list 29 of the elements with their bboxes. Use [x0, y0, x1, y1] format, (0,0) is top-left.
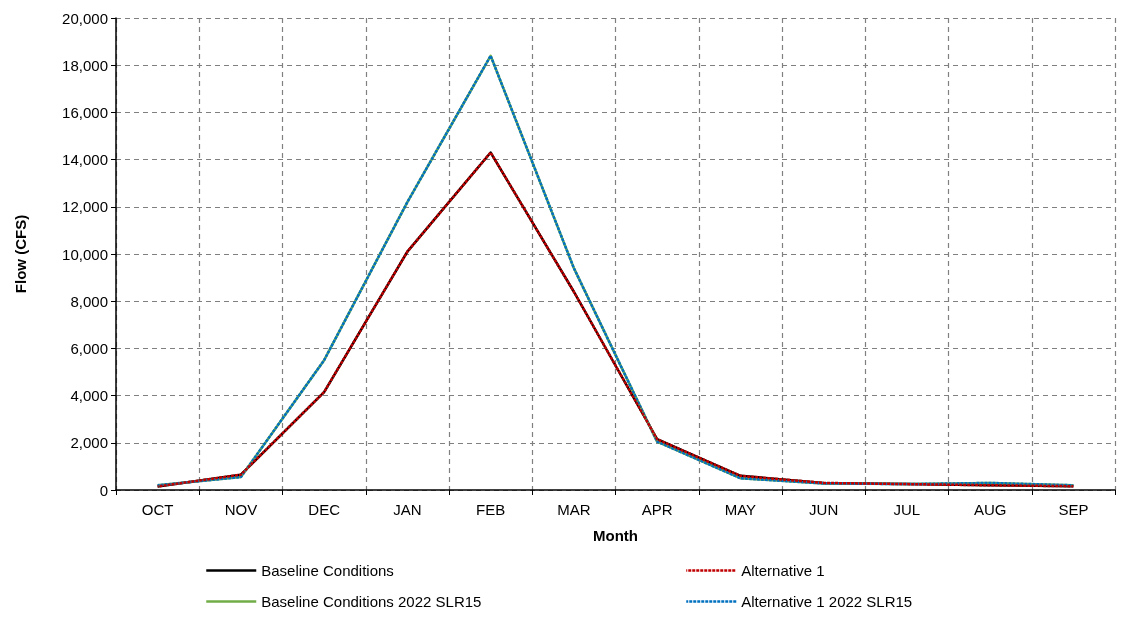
y-axis-title: Flow (CFS): [12, 214, 29, 294]
y-tick-label: 20,000: [62, 9, 108, 27]
y-tick-label: 10,000: [62, 245, 108, 263]
legend-label: Alternative 1: [741, 562, 825, 579]
x-tick-label: MAR: [557, 501, 591, 518]
x-tick-label: AUG: [973, 501, 1007, 518]
x-tick-label: JAN: [393, 501, 422, 518]
legend-label: Baseline Conditions: [261, 562, 394, 579]
y-tick-label: 14,000: [62, 151, 108, 169]
x-tick-label: JUL: [893, 501, 921, 518]
x-tick-label: JUN: [809, 501, 839, 518]
y-tick-label: 8,000: [70, 292, 108, 310]
y-tick-label: 2,000: [70, 434, 108, 452]
x-tick-label: SEP: [1058, 501, 1089, 518]
x-tick-label: MAY: [724, 501, 757, 518]
y-tick-label: 0: [99, 481, 108, 499]
y-tick-label: 6,000: [70, 339, 108, 357]
y-tick-label: 16,000: [62, 103, 108, 121]
legend-label: Baseline Conditions 2022 SLR15: [261, 593, 482, 610]
y-tick-label: 18,000: [62, 56, 108, 74]
x-tick-label: FEB: [476, 501, 506, 518]
y-tick-label: 12,000: [62, 198, 108, 216]
x-tick-label: DEC: [308, 501, 341, 518]
y-tick-label: 4,000: [70, 387, 108, 405]
legend-label: Alternative 1 2022 SLR15: [741, 593, 913, 610]
x-axis-title: Month: [593, 527, 638, 544]
x-tick-label: OCT: [141, 501, 174, 518]
x-tick-label: NOV: [224, 501, 258, 518]
x-tick-label: APR: [641, 501, 673, 518]
